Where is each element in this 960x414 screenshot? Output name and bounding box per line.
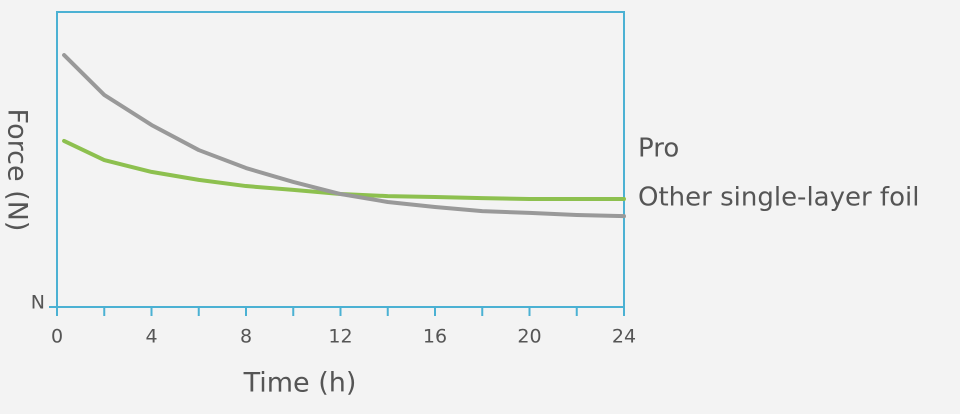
x-tick-label: 0 [51, 326, 63, 348]
x-tick-label: 24 [612, 326, 636, 348]
x-tick-label: 8 [240, 326, 252, 348]
series-line [62, 138, 626, 202]
plot-frame [56, 11, 625, 308]
legend-label: Other single-layer foil [638, 183, 919, 213]
series-line [62, 53, 626, 219]
x-tick-label: 20 [517, 326, 541, 348]
x-tick-label: 16 [423, 326, 447, 348]
legend-label: Pro [638, 134, 679, 164]
x-tick-label: 12 [328, 326, 352, 348]
y-tick-label: N [31, 292, 45, 314]
x-tick-label: 4 [145, 326, 157, 348]
y-axis-label: Force (N) [2, 109, 33, 232]
x-axis-label: Time (h) [243, 368, 357, 399]
